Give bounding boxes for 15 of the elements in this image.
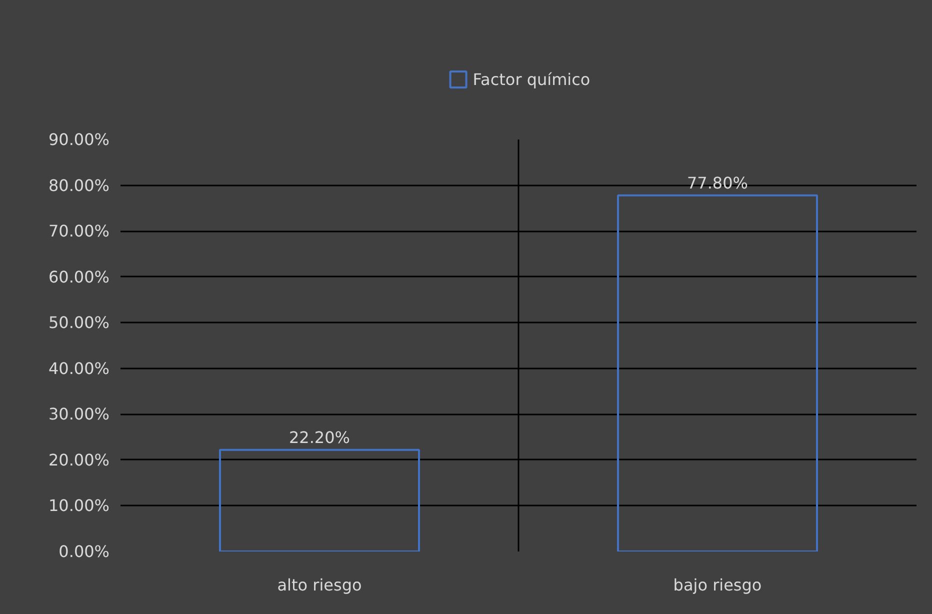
data-label: 22.20%: [288, 428, 350, 447]
data-label: 77.80%: [686, 173, 748, 192]
y-tick-label: 70.00%: [48, 222, 110, 241]
y-tick-label: 0.00%: [58, 542, 110, 561]
y-tick-label: 90.00%: [48, 130, 110, 149]
y-tick-label: 50.00%: [48, 313, 110, 332]
y-tick-label: 80.00%: [48, 176, 110, 195]
x-tick-label: alto riesgo: [277, 576, 362, 594]
y-tick-label: 10.00%: [48, 496, 110, 516]
y-tick-label: 30.00%: [48, 404, 110, 424]
x-tick-label: bajo riesgo: [673, 576, 762, 594]
y-tick-label: 60.00%: [48, 267, 110, 286]
y-tick-label: 20.00%: [48, 450, 110, 470]
y-tick-label: 40.00%: [48, 358, 110, 378]
legend-label: Factor químico: [472, 70, 590, 88]
